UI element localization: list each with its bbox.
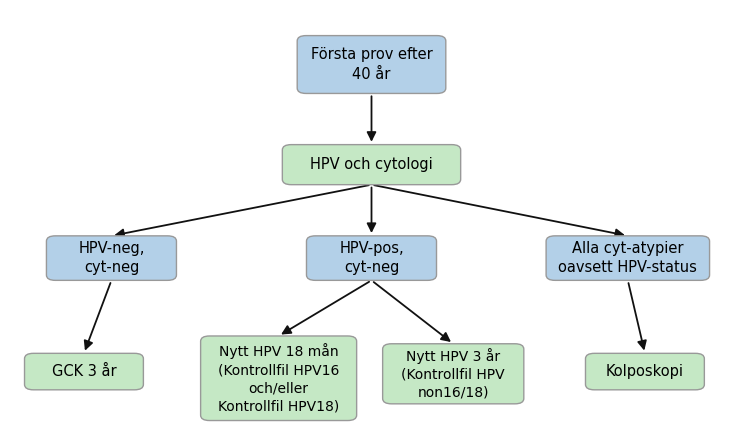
Text: HPV-neg,
cyt-neg: HPV-neg, cyt-neg [78,241,145,275]
FancyBboxPatch shape [201,336,357,421]
FancyBboxPatch shape [25,353,143,390]
FancyBboxPatch shape [307,236,436,280]
FancyBboxPatch shape [282,145,461,185]
FancyBboxPatch shape [585,353,704,390]
Text: Första prov efter
40 år: Första prov efter 40 år [311,48,432,81]
Text: Kolposkopi: Kolposkopi [606,364,684,379]
FancyBboxPatch shape [546,236,710,280]
Text: Nytt HPV 3 år
(Kontrollfil HPV
non16/18): Nytt HPV 3 år (Kontrollfil HPV non16/18) [401,348,505,400]
FancyBboxPatch shape [46,236,177,280]
Text: HPV och cytologi: HPV och cytologi [310,157,433,172]
Text: Nytt HPV 18 mån
(Kontrollfil HPV16
och/eller
Kontrollfil HPV18): Nytt HPV 18 mån (Kontrollfil HPV16 och/e… [218,344,340,413]
FancyBboxPatch shape [297,36,446,93]
FancyBboxPatch shape [383,344,524,404]
Text: HPV-pos,
cyt-neg: HPV-pos, cyt-neg [340,241,403,275]
Text: Alla cyt-atypier
oavsett HPV-status: Alla cyt-atypier oavsett HPV-status [559,241,697,275]
Text: GCK 3 år: GCK 3 år [52,364,116,379]
